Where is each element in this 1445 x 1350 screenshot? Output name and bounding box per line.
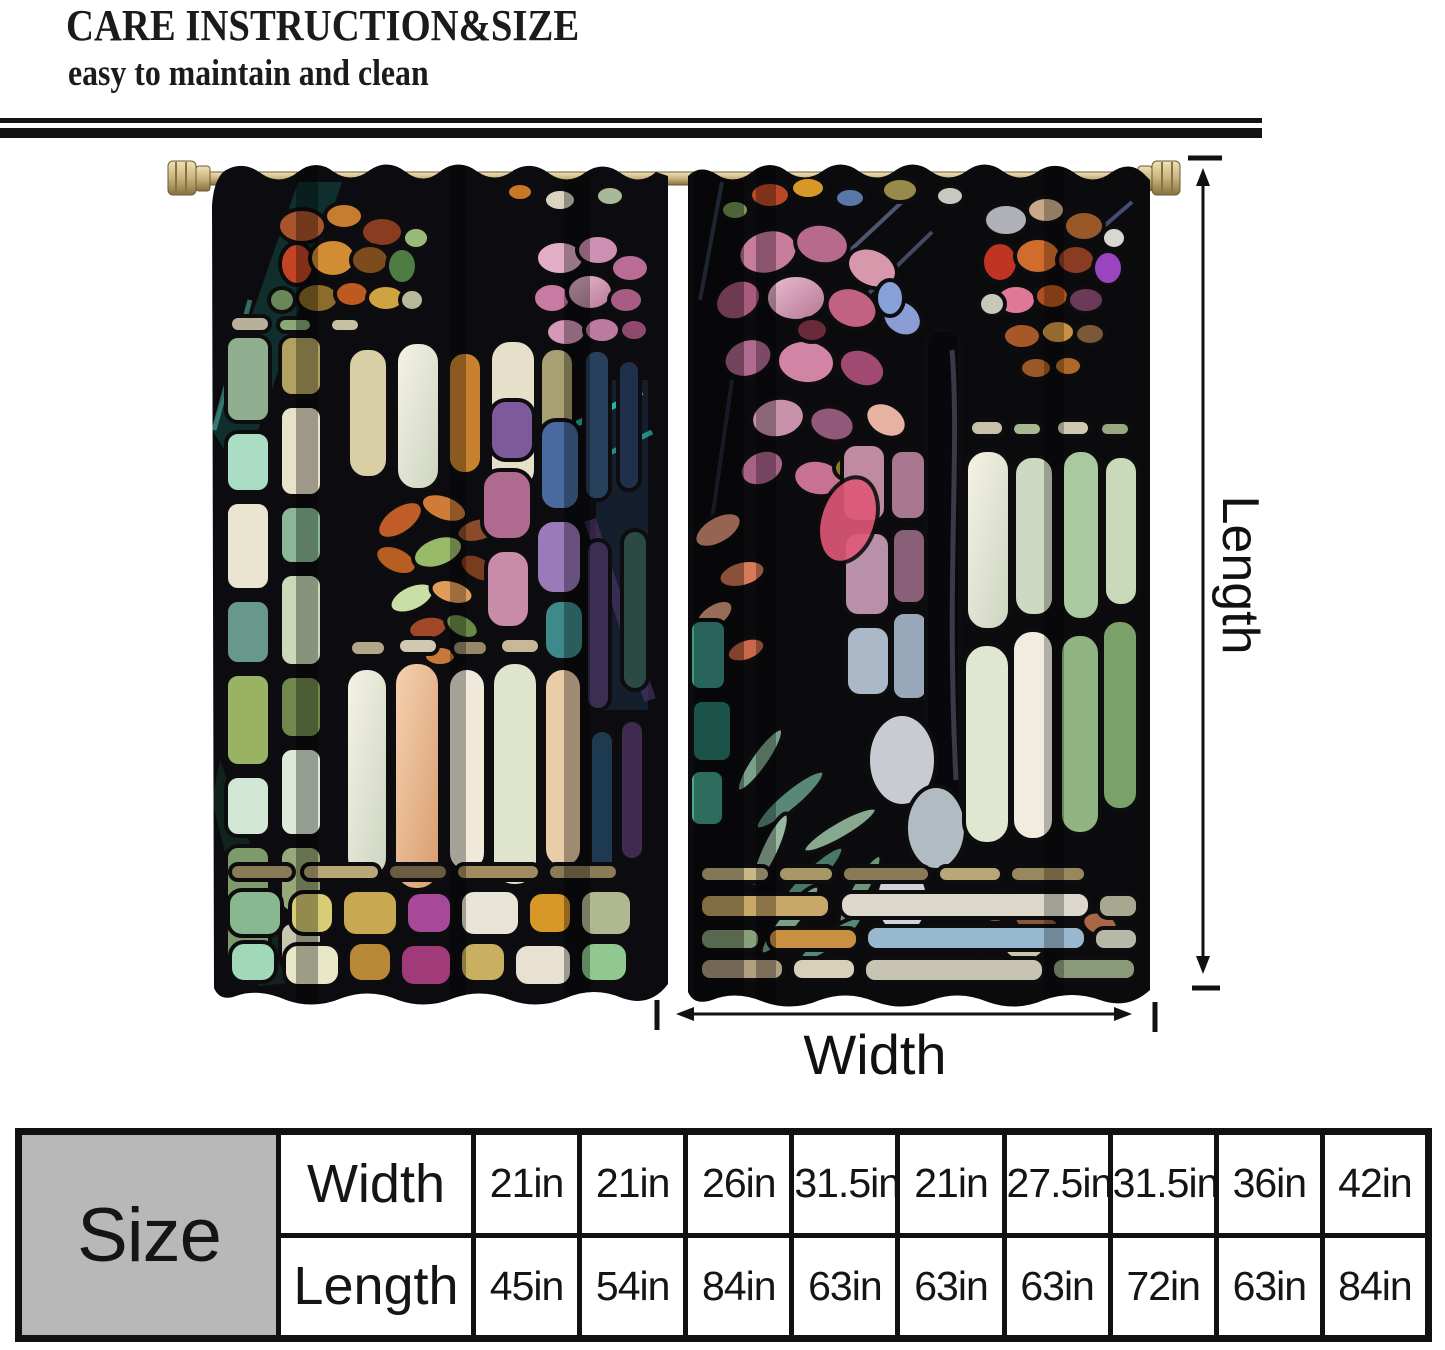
table-row-length: Length 45in 54in 84in 63in 63in 63in 72i… xyxy=(19,1232,1432,1341)
width-value-cell: 21in xyxy=(895,1129,1007,1238)
length-value-cell: 72in xyxy=(1107,1232,1219,1341)
stained-glass-rosette-left xyxy=(267,201,431,315)
width-value-cell: 42in xyxy=(1319,1129,1432,1238)
length-value-cell: 54in xyxy=(577,1232,689,1341)
divider-line-thin xyxy=(0,118,1262,123)
right-curtain-panel xyxy=(688,164,1150,1007)
size-table: Size Width 21in 21in 26in 31.5in 21in 27… xyxy=(15,1128,1432,1342)
length-value-cell: 63in xyxy=(789,1232,901,1341)
width-value-cell: 31.5in xyxy=(1107,1129,1219,1238)
page-subtitle: easy to maintain and clean xyxy=(68,53,429,94)
page-title: CARE INSTRUCTION&SIZE xyxy=(66,1,580,50)
stained-glass-rose xyxy=(713,221,924,499)
width-value-cell: 21in xyxy=(470,1129,583,1238)
length-value-cell: 63in xyxy=(1213,1232,1325,1341)
rod-finial-left xyxy=(167,160,211,196)
length-row-header: Length xyxy=(276,1232,476,1341)
length-dimension-label: Length xyxy=(1211,495,1269,655)
width-value-cell: 36in xyxy=(1213,1129,1325,1238)
length-value-cell: 45in xyxy=(470,1232,583,1341)
width-row-header: Width xyxy=(276,1129,476,1238)
stained-glass-bottom-band-right xyxy=(698,864,1140,984)
length-value-cell: 84in xyxy=(683,1232,795,1341)
length-value-cell: 84in xyxy=(1319,1232,1432,1341)
width-value-cell: 26in xyxy=(683,1129,795,1238)
length-arrow xyxy=(1188,155,1222,991)
left-curtain-panel xyxy=(212,164,668,1005)
width-value-cell: 31.5in xyxy=(789,1129,901,1238)
width-value-cell: 21in xyxy=(577,1129,689,1238)
length-value-cell: 63in xyxy=(895,1232,1007,1341)
stained-glass-mauve-blocks xyxy=(816,442,930,702)
width-dimension-label: Width xyxy=(803,1023,947,1086)
stained-glass-pipes-right xyxy=(962,418,1140,846)
size-table-corner-cell: Size xyxy=(16,1129,281,1341)
stained-glass-rosette-right xyxy=(977,195,1128,381)
divider-line-thick xyxy=(0,128,1262,138)
length-value-cell: 63in xyxy=(1001,1232,1113,1341)
stained-glass-bottom-band-left xyxy=(226,862,634,988)
stained-glass-pipes-lower xyxy=(344,636,584,892)
table-row-width: Size Width 21in 21in 26in 31.5in 21in 27… xyxy=(16,1129,1432,1341)
stained-glass-flower-left-panel xyxy=(480,233,651,882)
width-value-cell: 27.5in xyxy=(1001,1129,1113,1238)
width-arrow xyxy=(654,1000,1158,1032)
